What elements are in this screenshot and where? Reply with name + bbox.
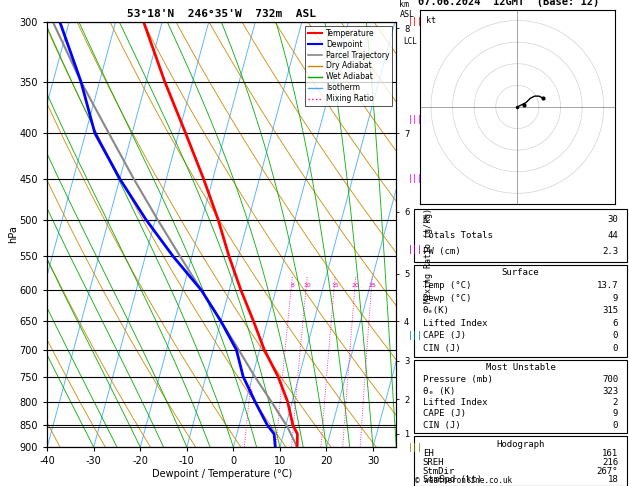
- Text: PW (cm): PW (cm): [423, 247, 460, 257]
- Text: Temp (°C): Temp (°C): [423, 281, 471, 290]
- Text: 18: 18: [608, 475, 618, 485]
- Text: 6: 6: [613, 319, 618, 328]
- Text: 2: 2: [613, 398, 618, 407]
- Text: Pressure (mb): Pressure (mb): [423, 375, 493, 384]
- Text: Dewp (°C): Dewp (°C): [423, 294, 471, 303]
- Bar: [414, 436, 627, 486]
- Text: θₑ(K): θₑ(K): [423, 306, 450, 315]
- Text: 9: 9: [613, 294, 618, 303]
- Text: 25: 25: [369, 283, 376, 288]
- Text: 13.7: 13.7: [597, 281, 618, 290]
- Text: StmSpd (kt): StmSpd (kt): [423, 475, 482, 485]
- Text: |||: |||: [408, 115, 423, 123]
- Text: 9: 9: [613, 409, 618, 418]
- Text: Mixing Ratio (g/kg): Mixing Ratio (g/kg): [425, 208, 433, 303]
- Bar: [414, 209, 627, 262]
- Text: CAPE (J): CAPE (J): [423, 331, 466, 341]
- Text: EH: EH: [423, 450, 433, 458]
- Text: K: K: [423, 215, 428, 225]
- Text: 267°: 267°: [597, 467, 618, 476]
- Text: |||: |||: [408, 443, 423, 451]
- Text: kt: kt: [426, 16, 436, 25]
- Text: © weatheronline.co.uk: © weatheronline.co.uk: [415, 476, 512, 485]
- Text: 15: 15: [331, 283, 339, 288]
- Text: 161: 161: [602, 450, 618, 458]
- Text: 0: 0: [613, 420, 618, 430]
- Text: 323: 323: [602, 387, 618, 396]
- Text: CAPE (J): CAPE (J): [423, 409, 466, 418]
- X-axis label: Dewpoint / Temperature (°C): Dewpoint / Temperature (°C): [152, 469, 292, 479]
- Text: km
ASL: km ASL: [399, 0, 415, 19]
- Text: 07.06.2024  12GMT  (Base: 12): 07.06.2024 12GMT (Base: 12): [418, 0, 599, 7]
- Text: 315: 315: [602, 306, 618, 315]
- Text: SREH: SREH: [423, 458, 444, 467]
- Text: 44: 44: [608, 231, 618, 241]
- Text: Lifted Index: Lifted Index: [423, 319, 487, 328]
- Text: StmDir: StmDir: [423, 467, 455, 476]
- Text: 216: 216: [602, 458, 618, 467]
- Text: 30: 30: [608, 215, 618, 225]
- Text: 53°18'N  246°35'W  732m  ASL: 53°18'N 246°35'W 732m ASL: [127, 9, 316, 19]
- Text: θₑ (K): θₑ (K): [423, 387, 455, 396]
- Text: 5: 5: [249, 389, 253, 394]
- Y-axis label: hPa: hPa: [8, 226, 18, 243]
- Text: |||: |||: [408, 17, 423, 26]
- Text: |||: |||: [408, 245, 423, 254]
- Legend: Temperature, Dewpoint, Parcel Trajectory, Dry Adiabat, Wet Adiabat, Isotherm, Mi: Temperature, Dewpoint, Parcel Trajectory…: [305, 26, 392, 106]
- Text: Surface: Surface: [502, 268, 539, 277]
- Text: 20: 20: [352, 283, 360, 288]
- Text: 8: 8: [291, 283, 294, 288]
- Text: Totals Totals: Totals Totals: [423, 231, 493, 241]
- Bar: [414, 360, 627, 433]
- Text: Lifted Index: Lifted Index: [423, 398, 487, 407]
- Text: 0: 0: [613, 331, 618, 341]
- Bar: [414, 265, 627, 358]
- Text: 2.3: 2.3: [602, 247, 618, 257]
- Text: CIN (J): CIN (J): [423, 344, 460, 353]
- Text: 10: 10: [303, 283, 311, 288]
- Text: |||: |||: [408, 174, 423, 183]
- Text: Most Unstable: Most Unstable: [486, 363, 555, 372]
- Text: 700: 700: [602, 375, 618, 384]
- Text: |||: |||: [408, 331, 423, 340]
- Text: LCL: LCL: [403, 37, 417, 46]
- Text: 0: 0: [613, 344, 618, 353]
- Text: Hodograph: Hodograph: [496, 439, 545, 449]
- Text: CIN (J): CIN (J): [423, 420, 460, 430]
